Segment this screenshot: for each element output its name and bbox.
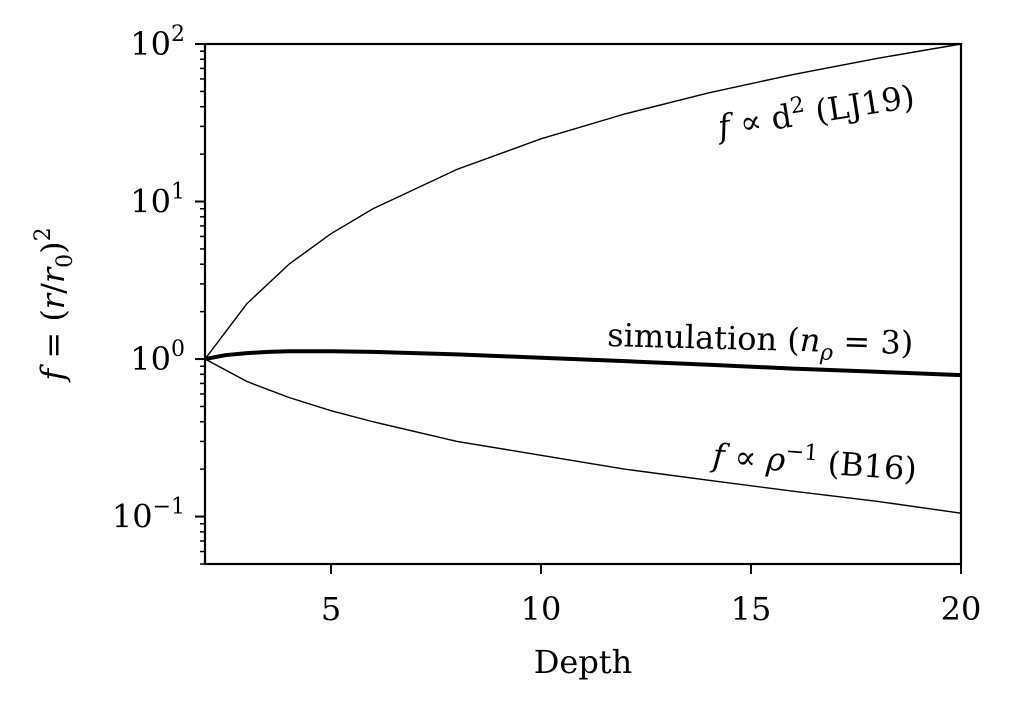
- x-axis-label: Depth: [534, 643, 633, 681]
- y-axis-label: f = (r/r0)2: [31, 227, 78, 382]
- x-tick-label: 20: [941, 590, 982, 628]
- x-tick-label: 5: [321, 590, 341, 628]
- ticks-layer: 5 10 15 20 10−1 100 101 102: [112, 22, 982, 628]
- plot-frame: [203, 42, 963, 566]
- y-tick-label: 102: [130, 22, 185, 63]
- lines-layer: [204, 43, 962, 514]
- series-line-simulation: [204, 349, 962, 378]
- y-tick-label: 10−1: [112, 495, 185, 536]
- annotation-b16: f ∝ ρ−1 (B16): [709, 434, 918, 488]
- series-line-b16: [204, 358, 962, 514]
- annotation-lj19: f ∝ d2 (LJ19): [713, 75, 917, 146]
- x-tick-label: 10: [521, 590, 562, 628]
- annotation-simulation: simulation (nρ = 3): [607, 316, 914, 368]
- series-line-lj19: [204, 43, 962, 360]
- y-tick-label: 100: [130, 337, 185, 378]
- x-tick-label: 15: [731, 590, 772, 628]
- y-tick-label: 101: [130, 180, 185, 221]
